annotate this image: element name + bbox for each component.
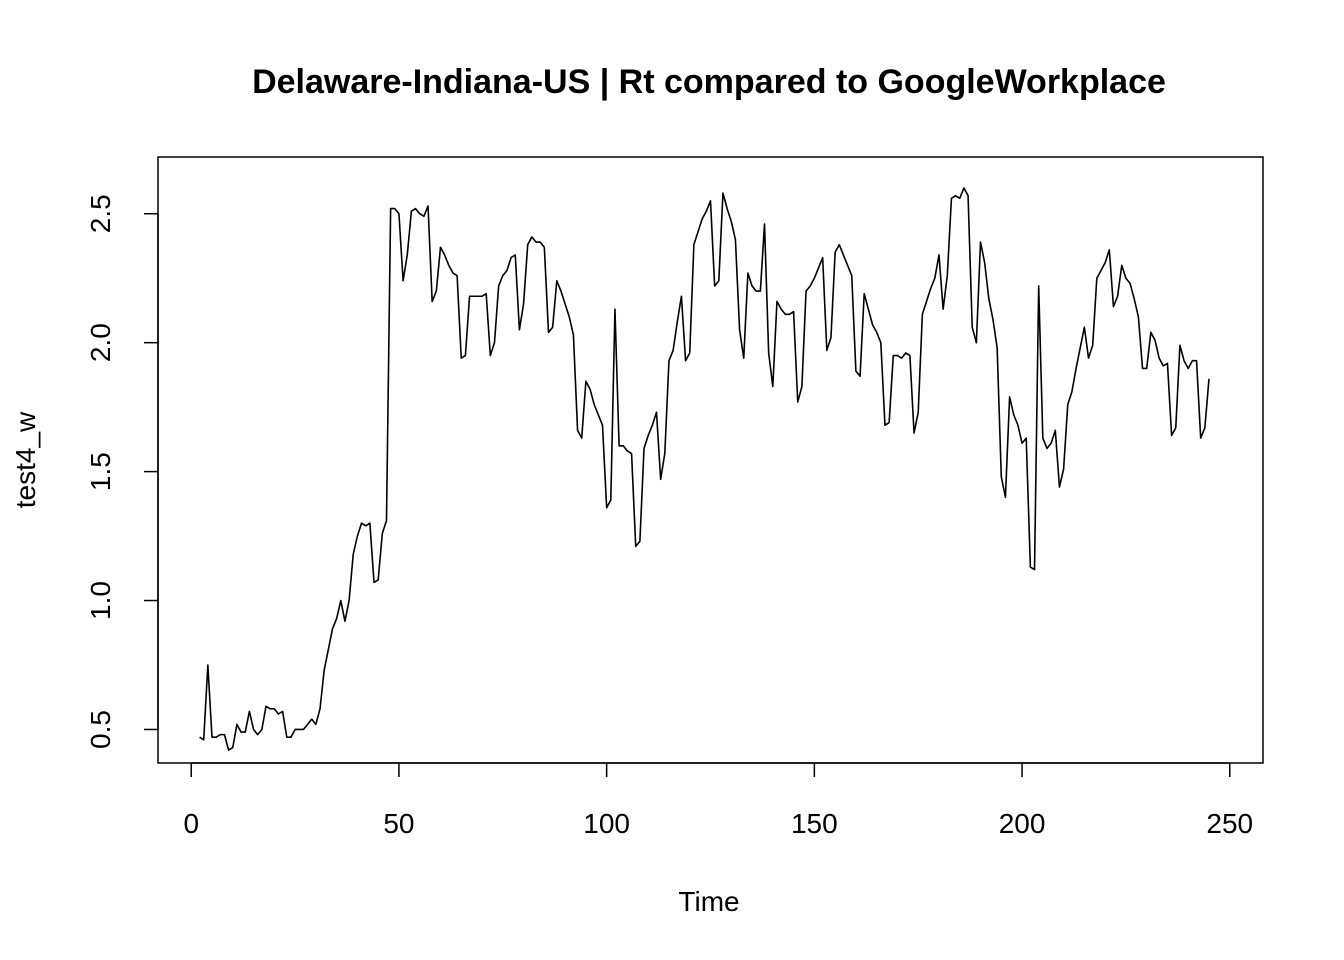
chart-title: Delaware-Indiana-US | Rt compared to Goo… <box>252 63 1166 101</box>
x-axis-label: Time <box>678 886 739 917</box>
x-tick-label: 150 <box>791 808 838 839</box>
x-tick-label: 50 <box>383 808 414 839</box>
y-tick-label: 1.0 <box>85 581 116 620</box>
series-line <box>199 187 1210 751</box>
y-tick-label: 2.5 <box>85 194 116 233</box>
y-tick-label: 0.5 <box>85 710 116 749</box>
x-tick-label: 200 <box>999 808 1046 839</box>
y-axis: 0.5 1.0 1.5 2.0 2.5 <box>85 194 159 749</box>
y-tick-label: 1.5 <box>85 452 116 491</box>
x-tick-label: 100 <box>583 808 630 839</box>
x-tick-label: 0 <box>183 808 199 839</box>
x-tick-label: 250 <box>1206 808 1253 839</box>
series-layer <box>199 187 1210 751</box>
x-axis: 0 50 100 150 200 250 <box>183 762 1253 839</box>
y-axis-label: test4_w <box>10 411 41 508</box>
y-tick-label: 2.0 <box>85 323 116 362</box>
